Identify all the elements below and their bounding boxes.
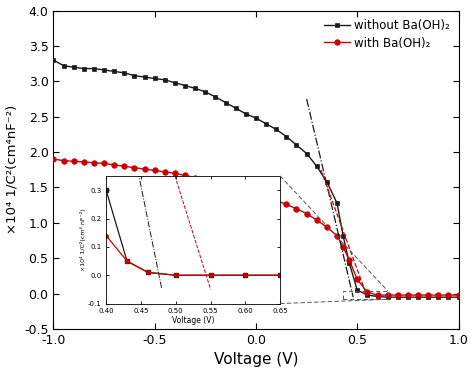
without Ba(OH)₂ xyxy=(294,143,300,147)
with Ba(OH)₂ xyxy=(162,170,168,174)
Line: with Ba(OH)₂: with Ba(OH)₂ xyxy=(51,156,461,298)
with Ba(OH)₂ xyxy=(91,160,97,165)
with Ba(OH)₂ xyxy=(111,163,117,167)
with Ba(OH)₂ xyxy=(273,198,279,203)
without Ba(OH)₂ xyxy=(405,295,411,300)
with Ba(OH)₂ xyxy=(446,293,451,297)
without Ba(OH)₂ xyxy=(456,295,461,300)
without Ba(OH)₂ xyxy=(415,295,421,300)
without Ba(OH)₂ xyxy=(340,233,346,238)
without Ba(OH)₂ xyxy=(346,260,352,265)
without Ba(OH)₂ xyxy=(132,73,137,78)
without Ba(OH)₂ xyxy=(374,294,380,299)
without Ba(OH)₂ xyxy=(446,295,451,300)
without Ba(OH)₂ xyxy=(263,122,269,126)
without Ba(OH)₂ xyxy=(111,69,117,73)
with Ba(OH)₂ xyxy=(263,195,269,200)
without Ba(OH)₂ xyxy=(81,66,87,71)
with Ba(OH)₂ xyxy=(71,159,77,163)
with Ba(OH)₂ xyxy=(324,225,330,229)
Legend: without Ba(OH)₂, with Ba(OH)₂: without Ba(OH)₂, with Ba(OH)₂ xyxy=(321,16,453,52)
without Ba(OH)₂ xyxy=(213,95,219,99)
with Ba(OH)₂ xyxy=(182,173,188,178)
without Ba(OH)₂ xyxy=(61,63,66,68)
with Ba(OH)₂ xyxy=(415,293,421,297)
without Ba(OH)₂ xyxy=(425,295,431,300)
with Ba(OH)₂ xyxy=(405,293,411,297)
with Ba(OH)₂ xyxy=(61,159,66,163)
with Ba(OH)₂ xyxy=(385,293,391,297)
without Ba(OH)₂ xyxy=(385,295,391,300)
with Ba(OH)₂ xyxy=(172,171,178,176)
with Ba(OH)₂ xyxy=(121,164,127,169)
without Ba(OH)₂ xyxy=(233,106,238,110)
with Ba(OH)₂ xyxy=(152,168,157,173)
without Ba(OH)₂ xyxy=(182,83,188,88)
with Ba(OH)₂ xyxy=(314,218,319,222)
with Ba(OH)₂ xyxy=(395,293,401,297)
without Ba(OH)₂ xyxy=(324,179,330,184)
without Ba(OH)₂ xyxy=(223,100,228,105)
without Ba(OH)₂ xyxy=(71,65,77,69)
with Ba(OH)₂ xyxy=(334,233,340,238)
with Ba(OH)₂ xyxy=(202,178,208,183)
without Ba(OH)₂ xyxy=(91,66,97,71)
with Ba(OH)₂ xyxy=(223,184,228,188)
without Ba(OH)₂ xyxy=(101,68,107,72)
without Ba(OH)₂ xyxy=(314,164,319,169)
without Ba(OH)₂ xyxy=(365,293,370,297)
without Ba(OH)₂ xyxy=(334,201,340,205)
with Ba(OH)₂ xyxy=(436,293,441,297)
X-axis label: Voltage (V): Voltage (V) xyxy=(214,352,298,367)
without Ba(OH)₂ xyxy=(304,151,310,156)
with Ba(OH)₂ xyxy=(365,290,370,294)
with Ba(OH)₂ xyxy=(213,181,219,185)
without Ba(OH)₂ xyxy=(355,288,360,292)
with Ba(OH)₂ xyxy=(283,202,289,207)
Y-axis label: ×10⁴ 1/C²(cm⁴nF⁻²): ×10⁴ 1/C²(cm⁴nF⁻²) xyxy=(6,105,18,234)
with Ba(OH)₂ xyxy=(51,157,56,162)
without Ba(OH)₂ xyxy=(121,70,127,75)
with Ba(OH)₂ xyxy=(101,161,107,166)
with Ba(OH)₂ xyxy=(304,211,310,216)
without Ba(OH)₂ xyxy=(395,295,401,300)
without Ba(OH)₂ xyxy=(51,58,56,62)
with Ba(OH)₂ xyxy=(346,257,352,262)
without Ba(OH)₂ xyxy=(202,90,208,94)
Line: without Ba(OH)₂: without Ba(OH)₂ xyxy=(51,58,461,300)
with Ba(OH)₂ xyxy=(233,186,238,191)
without Ba(OH)₂ xyxy=(273,127,279,132)
with Ba(OH)₂ xyxy=(294,207,300,211)
without Ba(OH)₂ xyxy=(283,134,289,139)
with Ba(OH)₂ xyxy=(81,160,87,164)
without Ba(OH)₂ xyxy=(192,86,198,91)
with Ba(OH)₂ xyxy=(456,293,461,297)
without Ba(OH)₂ xyxy=(253,116,259,120)
without Ba(OH)₂ xyxy=(172,81,178,85)
without Ba(OH)₂ xyxy=(243,112,249,116)
with Ba(OH)₂ xyxy=(374,293,380,297)
with Ba(OH)₂ xyxy=(340,245,346,249)
without Ba(OH)₂ xyxy=(142,75,147,79)
without Ba(OH)₂ xyxy=(436,295,441,300)
with Ba(OH)₂ xyxy=(132,166,137,170)
with Ba(OH)₂ xyxy=(425,293,431,297)
without Ba(OH)₂ xyxy=(162,78,168,82)
with Ba(OH)₂ xyxy=(192,175,198,180)
without Ba(OH)₂ xyxy=(152,76,157,81)
Bar xyxy=(343,291,388,299)
with Ba(OH)₂ xyxy=(253,192,259,197)
with Ba(OH)₂ xyxy=(142,167,147,171)
with Ba(OH)₂ xyxy=(355,277,360,282)
with Ba(OH)₂ xyxy=(243,189,249,194)
